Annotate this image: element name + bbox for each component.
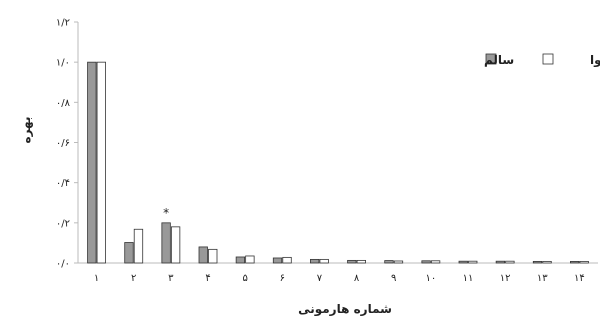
legend-swatch-salem bbox=[485, 53, 497, 65]
x-tick-label: ۳ bbox=[168, 273, 174, 284]
bar-salem-11 bbox=[458, 260, 468, 264]
y-axis: ۰/۰ ۰/۲ ۰/۴ ۰/۶ ۰/۸ ۱/۰ ۱/۲ bbox=[56, 18, 79, 270]
x-tick-label: ۵ bbox=[242, 273, 247, 284]
legend-label-salem: سالم bbox=[484, 53, 514, 67]
bar-salem-9 bbox=[384, 260, 394, 264]
bar-nashenava-3 bbox=[170, 226, 181, 264]
bar-nashenava-1 bbox=[96, 61, 106, 264]
y-tick-label: ۱/۲ bbox=[56, 18, 70, 29]
x-tick-label: ۸ bbox=[354, 273, 360, 284]
bars bbox=[87, 61, 589, 264]
x-tick-label: ۶ bbox=[280, 273, 285, 284]
bar-salem-7 bbox=[310, 258, 320, 264]
bar-nashenava-9 bbox=[393, 260, 404, 264]
bar-nashenava-4 bbox=[208, 248, 218, 264]
x-tick-label: ۱۱ bbox=[463, 273, 474, 284]
bar-nashenava-11 bbox=[468, 260, 478, 264]
x-tick-label: ۹ bbox=[391, 273, 396, 284]
y-tick-label: ۰/۲ bbox=[56, 218, 70, 229]
y-tick-label: ۰/۸ bbox=[56, 98, 71, 109]
x-tick-label: ۴ bbox=[205, 273, 210, 284]
x-axis: ۱ ۲ ۳ ۴ ۵ ۶ ۷ ۸ ۹ ۱۰ ۱۱ ۱۲ ۱۳ ۱۴ bbox=[78, 262, 598, 284]
x-tick-label: ۲ bbox=[131, 273, 136, 284]
x-tick-label: ۱۲ bbox=[500, 273, 511, 284]
bar-nashenava-12 bbox=[505, 260, 515, 264]
x-tick-label: ۱۴ bbox=[574, 273, 585, 284]
x-tick-label: ۱ bbox=[94, 273, 99, 284]
bar-nashenava-14 bbox=[579, 260, 589, 264]
bar-salem-6 bbox=[272, 257, 283, 264]
bar-salem-10 bbox=[421, 260, 431, 264]
annotations: * bbox=[163, 206, 169, 220]
bar-nashenava-13 bbox=[542, 260, 552, 264]
legend-label-nashenava: ناشنوا bbox=[590, 53, 600, 68]
bar-salem-1 bbox=[87, 61, 97, 264]
bar-salem-8 bbox=[347, 259, 357, 264]
x-tick-label: ۱۳ bbox=[537, 273, 548, 284]
x-axis-label: شماره هارمونی bbox=[298, 302, 392, 317]
legend: سالم ناشنوا bbox=[484, 53, 600, 68]
y-tick-label: ۱/۰ bbox=[56, 58, 70, 69]
x-tick-label: ۱۰ bbox=[425, 273, 436, 284]
bar-nashenava-2 bbox=[133, 228, 144, 264]
y-tick-label: ۰/۶ bbox=[56, 138, 70, 149]
bar-nashenava-6 bbox=[282, 256, 292, 264]
bar-salem-2 bbox=[124, 242, 134, 264]
bar-salem-5 bbox=[235, 256, 246, 264]
y-tick-label: ۰/۰ bbox=[56, 259, 70, 270]
x-tick-label: ۷ bbox=[317, 273, 323, 284]
bar-salem-3 bbox=[161, 222, 171, 264]
y-tick-label: ۰/۴ bbox=[56, 178, 70, 189]
bar-nashenava-8 bbox=[356, 259, 366, 264]
bar-nashenava-5 bbox=[245, 255, 255, 264]
bar-salem-4 bbox=[198, 246, 208, 264]
y-axis-label: بهره bbox=[19, 117, 33, 144]
legend-swatch-nashenava bbox=[542, 53, 554, 65]
bar-salem-12 bbox=[495, 260, 506, 264]
significance-marker: * bbox=[163, 206, 169, 220]
bar-salem-14 bbox=[570, 260, 580, 264]
bar-nashenava-10 bbox=[430, 260, 441, 264]
bar-nashenava-7 bbox=[319, 258, 329, 264]
bar-salem-13 bbox=[532, 260, 543, 264]
